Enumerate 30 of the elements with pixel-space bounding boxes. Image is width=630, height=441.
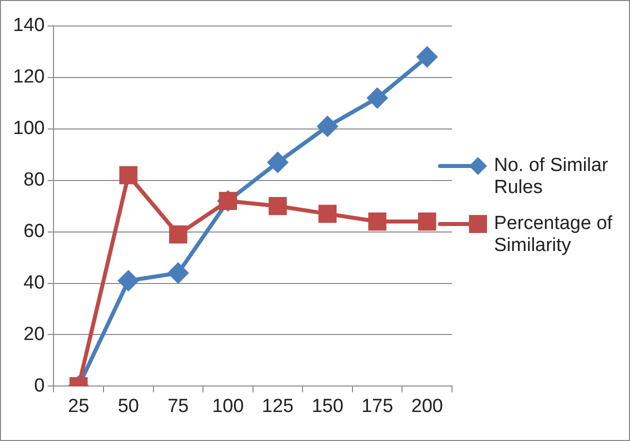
- point: [318, 116, 338, 136]
- x-tick-label: 75: [168, 396, 189, 417]
- point: [367, 88, 388, 108]
- x-tick-label: 150: [312, 396, 344, 417]
- point: [318, 204, 337, 223]
- y-tick-label: 40: [24, 272, 45, 294]
- point: [119, 166, 138, 184]
- x-tick-label: 50: [118, 396, 139, 417]
- x-tick-label: 200: [411, 396, 443, 417]
- y-tick-label: 60: [24, 221, 45, 242]
- x-tick-label: 175: [361, 396, 394, 417]
- point: [118, 270, 138, 291]
- x-tick-label: 25: [68, 396, 90, 417]
- point: [168, 262, 188, 283]
- point: [418, 212, 436, 231]
- point: [268, 152, 288, 172]
- x-tick-label: 125: [262, 396, 294, 417]
- point: [169, 225, 188, 244]
- y-tick-label: 100: [13, 118, 45, 140]
- legend-label: No. of Similar Rules: [494, 155, 610, 199]
- x-tick-label: 100: [212, 396, 244, 417]
- y-tick-label: 0: [34, 375, 45, 396]
- y-tick-label: 80: [24, 170, 45, 191]
- y-tick-label: 140: [13, 15, 45, 36]
- point: [268, 197, 287, 216]
- point: [417, 46, 438, 67]
- legend-label: Percentage of Similarity: [494, 213, 614, 257]
- y-tick-label: 120: [13, 66, 45, 88]
- point: [368, 212, 386, 231]
- y-tick-label: 20: [24, 324, 45, 345]
